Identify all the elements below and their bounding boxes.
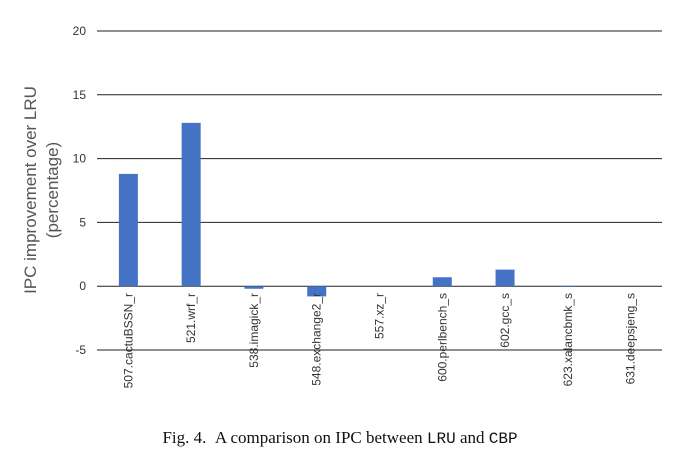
- y-axis-label-line-1: IPC improvement over LRU: [21, 86, 40, 294]
- x-axis-categories: 507.cactuBSSN_r 521.wrf_r 538.imagick_r 548…: [121, 293, 637, 388]
- figure-caption: Fig. 4. A comparison on IPC between LRU …: [0, 428, 680, 448]
- category-label: 507.cactuBSSN_r: [121, 293, 135, 388]
- y-tick-label: 10: [73, 152, 87, 166]
- y-axis-ticks: -5 0 5 10 15 20: [73, 24, 87, 357]
- category-label: 600.perlbench_s: [435, 293, 449, 382]
- caption-text-and: and: [455, 428, 489, 447]
- category-label: 538.imagick_r: [247, 293, 261, 368]
- category-label: 521.wrf_r: [184, 293, 198, 343]
- y-tick-label: 15: [73, 88, 87, 102]
- bar-chart: -5 0 5 10 15 20 507.cactuBSSN_r 521.wrf_r 538.i…: [21, 24, 662, 388]
- category-label: 548.exchange2_r: [310, 293, 324, 386]
- category-label: 631.deepsjeng_s: [624, 293, 638, 384]
- caption-cbp: CBP: [488, 430, 518, 448]
- bar: [558, 286, 578, 287]
- category-label: 557.xz_r: [373, 293, 387, 339]
- bar: [495, 269, 515, 287]
- bar: [307, 286, 327, 297]
- y-axis-label: IPC improvement over LRU (percentage): [21, 86, 62, 294]
- bar: [118, 173, 138, 287]
- caption-lru: LRU: [426, 430, 456, 448]
- caption-prefix: Fig. 4.: [162, 428, 207, 447]
- category-label: 623.xalancbmk_s: [561, 293, 575, 386]
- y-axis-label-line-2: (percentage): [43, 142, 62, 238]
- y-tick-label: 0: [79, 279, 86, 293]
- caption-text-before: A comparison on IPC between: [214, 428, 427, 447]
- y-tick-label: 5: [79, 215, 86, 229]
- bar: [432, 277, 452, 287]
- y-tick-label: -5: [75, 343, 86, 357]
- y-tick-label: 20: [73, 24, 87, 38]
- bars: [118, 122, 578, 297]
- category-label: 602.gcc_s: [498, 293, 512, 348]
- bar: [244, 286, 264, 289]
- bar: [181, 122, 201, 287]
